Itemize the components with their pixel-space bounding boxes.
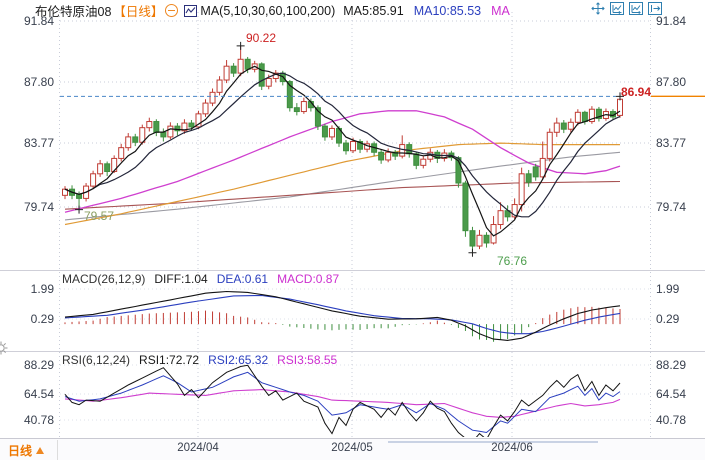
x-tick-month-2: 2024/06 (491, 442, 533, 454)
y-tick-main-right-0: 91.84 (656, 14, 687, 28)
gridlines (0, 12, 705, 437)
bottom-bar (0, 438, 705, 460)
macd-macd-value: MACD:0.87 (277, 272, 340, 286)
y-tick-rsi-right-1: 64.54 (656, 387, 687, 401)
rsi1-value: RSI1:72.72 (139, 353, 200, 367)
rsi-params-label: RSI(6,12,24) (62, 353, 131, 367)
y-tick-main-right-1: 87.80 (656, 75, 687, 89)
crosshair-icon[interactable] (591, 2, 605, 15)
chart-mini-icon[interactable] (184, 4, 198, 17)
y-tick-rsi-left-2: 40.78 (23, 413, 54, 427)
y-tick-main-right-3: 79.74 (656, 200, 687, 214)
ma5-value: MA5:85.91 (343, 3, 404, 18)
ma10-value: MA10:85.53 (413, 3, 482, 18)
y-tick-macd-left-0: 1.99 (30, 282, 54, 296)
rsi3-value: RSI3:58.55 (277, 353, 338, 367)
zoom-out-icon[interactable] (610, 2, 624, 15)
macd-diff-value: DIFF:1.04 (154, 272, 208, 286)
y-tick-main-left-0: 91.84 (23, 14, 54, 28)
y-tick-macd-right-0: 1.99 (656, 282, 680, 296)
low-price-label: 76.76 (497, 254, 528, 268)
y-tick-main-left-1: 87.80 (23, 75, 54, 89)
main-legend-row: 布伦特原油08 【日线】 MA(5,10,30,60,100,200) MA5:… (35, 1, 510, 20)
last-price-label: 86.94 (621, 85, 652, 99)
high-price-label: 90.22 (246, 31, 277, 45)
macd-params-label: MACD(26,12,9) (62, 272, 146, 286)
x-tick-month-1: 2024/05 (331, 442, 373, 454)
period-selector-button[interactable]: 日线 (8, 442, 45, 459)
ma-settings-label: MA(5,10,30,60,100,200) (200, 3, 336, 18)
period-tag: 【日线】 (113, 5, 164, 19)
y-tick-rsi-right-0: 88.29 (656, 358, 687, 372)
y-tick-rsi-right-2: 40.78 (656, 413, 687, 427)
macd-panel (64, 290, 621, 342)
y-tick-macd-left-1: 0.29 (30, 312, 54, 326)
y-tick-macd-right-1: 0.29 (656, 312, 680, 326)
period-selector-label: 日线 (8, 444, 33, 458)
rsi-legend-row: RSI(6,12,24) RSI1:72.72 RSI2:65.32 RSI3:… (62, 353, 337, 367)
indicator-settings-gear-icon[interactable] (0, 340, 9, 356)
symbol-title: 布伦特原油08 (35, 5, 112, 19)
y-tick-main-left-3: 79.74 (23, 200, 54, 214)
y-tick-rsi-left-1: 64.54 (23, 387, 54, 401)
footer-divider (57, 440, 58, 460)
y-tick-main-left-2: 83.77 (23, 136, 54, 150)
macd-dea-value: DEA:0.61 (216, 272, 269, 286)
x-tick-month-0: 2024/04 (177, 442, 219, 454)
chart-toolbar (591, 2, 662, 15)
main-price-panel (62, 45, 623, 253)
rsi2-value: RSI2:65.32 (208, 353, 269, 367)
zoom-in-icon[interactable] (629, 2, 643, 15)
rsi-panel (64, 364, 621, 437)
pan-right-icon[interactable] (648, 2, 662, 15)
y-tick-rsi-left-0: 88.29 (23, 358, 54, 372)
macd-legend-row: MACD(26,12,9) DIFF:1.04 DEA:0.61 MACD:0.… (62, 272, 339, 286)
ma30-value-truncated: MA (491, 3, 510, 18)
y-tick-main-right-2: 83.77 (656, 136, 687, 150)
early-low-price-label: 79.57 (84, 209, 115, 223)
triangle-up-icon (36, 447, 45, 454)
collapse-panel-icon[interactable] (165, 4, 179, 17)
scrollbar-thumb[interactable] (388, 441, 598, 443)
